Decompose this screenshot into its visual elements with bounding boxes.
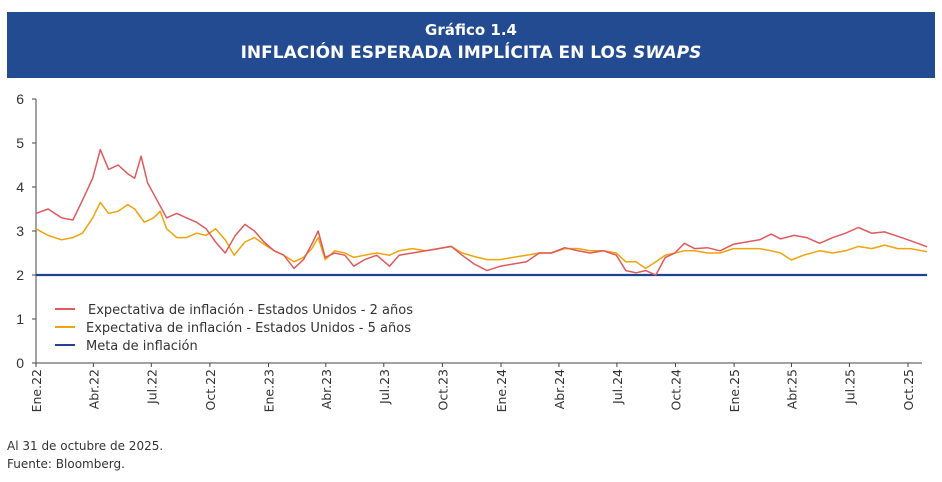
- x-tick-label: Jul.22: [144, 369, 159, 405]
- x-tick-label: Abr.23: [319, 369, 334, 409]
- x-tick-label: Abr.24: [552, 369, 567, 409]
- x-tick-label: Oct.23: [435, 369, 450, 411]
- x-tick-label: Oct.22: [203, 369, 218, 411]
- chart-number: Gráfico 1.4: [425, 21, 517, 39]
- x-tick-label: Ene.22: [29, 369, 44, 412]
- y-tick-label: 2: [16, 267, 24, 283]
- x-tick-label: Oct.25: [901, 369, 916, 411]
- chart-title-bar: Gráfico 1.4 INFLACIÓN ESPERADA IMPLÍCITA…: [7, 12, 935, 78]
- chart-title: INFLACIÓN ESPERADA IMPLÍCITA EN LOS SWAP…: [7, 43, 935, 63]
- x-tick-label: Jul.25: [842, 369, 857, 405]
- footnote-date: Al 31 de octubre de 2025.: [7, 439, 164, 453]
- x-tick-label: Abr.25: [784, 369, 799, 409]
- y-tick-label: 4: [16, 179, 24, 195]
- x-tick-label: Oct.24: [669, 369, 684, 411]
- y-tick-label: 5: [16, 135, 24, 151]
- x-tick-label: Ene.23: [261, 369, 276, 412]
- chart-title-main: INFLACIÓN ESPERADA IMPLÍCITA EN LOS: [240, 43, 634, 63]
- x-tick-label: Jul.24: [610, 369, 625, 405]
- y-tick-label: 3: [16, 223, 24, 239]
- y-tick-label: 6: [16, 91, 24, 107]
- x-tick-label: Jul.23: [377, 369, 392, 405]
- x-tick-label: Ene.25: [727, 369, 742, 412]
- y-tick-label: 1: [16, 311, 24, 327]
- x-tick-label: Abr.22: [86, 369, 101, 409]
- legend-label: Expectativa de inflación - Estados Unido…: [86, 321, 411, 336]
- chart-title-italic: SWAPS: [633, 43, 702, 63]
- legend-label: Expectativa de inflación - Estados Unido…: [88, 303, 413, 318]
- x-tick-label: Ene.24: [494, 369, 509, 412]
- y-tick-label: 0: [16, 355, 24, 371]
- legend-label: Meta de inflación: [86, 339, 198, 354]
- footnote-source: Fuente: Bloomberg.: [7, 457, 125, 471]
- series-line-2y: [35, 148, 928, 276]
